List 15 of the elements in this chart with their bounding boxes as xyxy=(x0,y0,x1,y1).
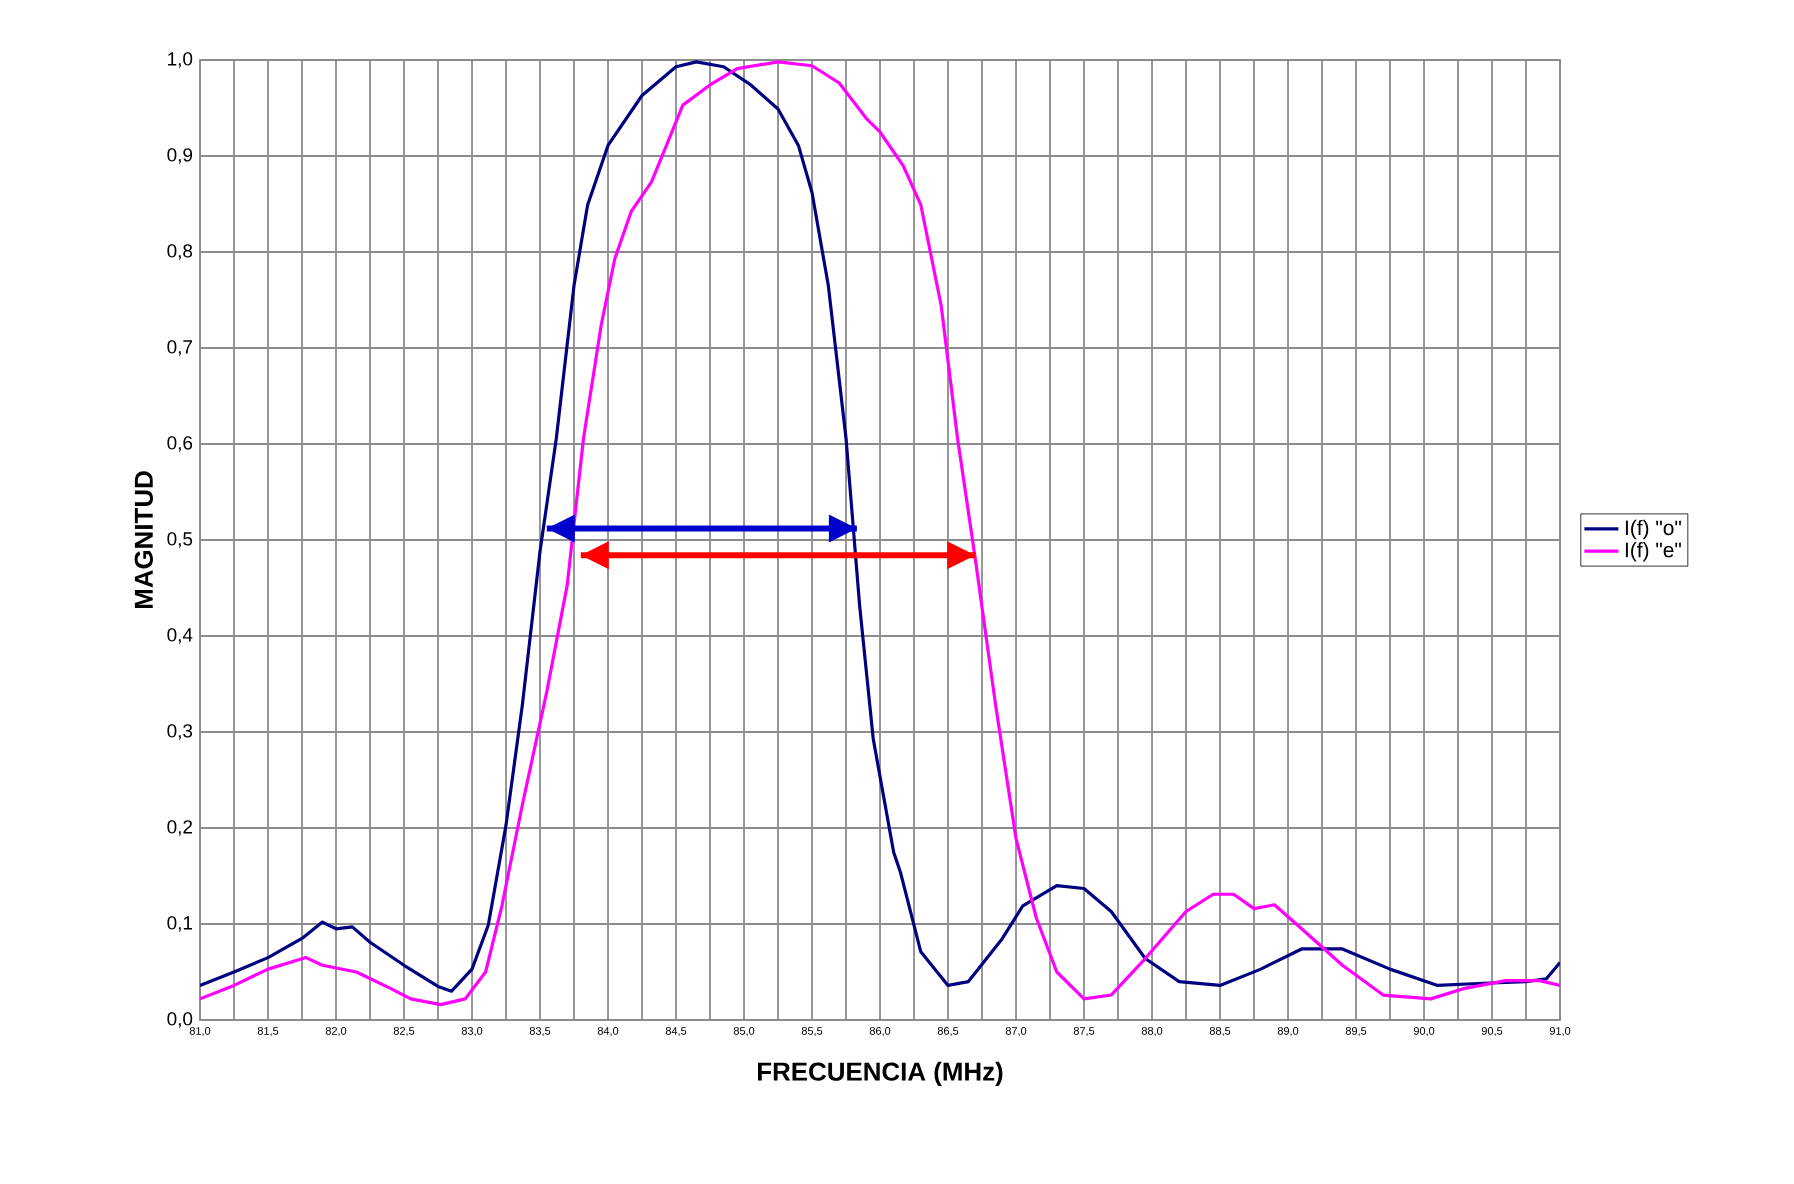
y-tick-label: 0,7 xyxy=(167,340,193,356)
y-tick-label: 0,1 xyxy=(167,916,193,932)
legend-label: I(f) "e" xyxy=(1625,541,1681,562)
y-tick-label: 0,9 xyxy=(167,148,193,164)
y-tick-label: 1,0 xyxy=(168,52,193,68)
y-tick-label: 0,5 xyxy=(167,532,193,548)
y-tick-label: 0,4 xyxy=(167,628,193,644)
y-tick-label: 0,2 xyxy=(167,820,193,836)
legend-label: I(f) "o" xyxy=(1625,519,1681,540)
y-tick-label: 0,3 xyxy=(167,724,193,740)
y-tick-label: 0,8 xyxy=(167,244,193,260)
y-axis-title: MAGNITUD xyxy=(134,471,153,609)
y-tick-label: 0,6 xyxy=(167,436,193,452)
y-tick-label: 0,0 xyxy=(167,1012,193,1028)
x-axis-title: FRECUENCIA (MHz) xyxy=(757,1061,1003,1086)
